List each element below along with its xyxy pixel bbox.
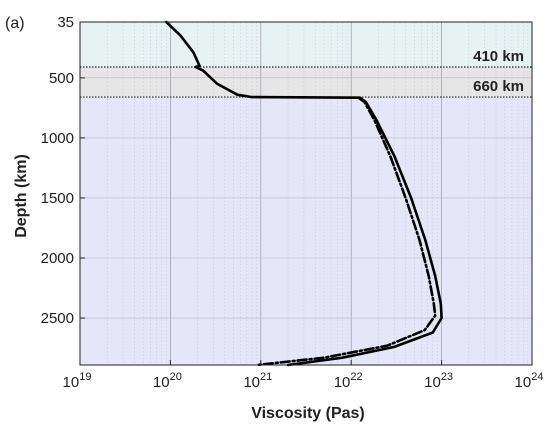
region-label: 410 km	[473, 48, 524, 65]
x-tick-exponent: 23	[441, 371, 453, 383]
x-tick-label: 1024	[515, 371, 544, 391]
x-tick-exponent: 21	[260, 371, 272, 383]
x-tick-label: 1020	[153, 371, 182, 391]
y-tick-label: 35	[57, 14, 74, 31]
region-band-2	[80, 97, 532, 365]
region-band-1	[80, 67, 532, 98]
x-tick-label: 1021	[243, 371, 272, 391]
axes	[79, 21, 533, 366]
y-tick-labels: 35 500 1000 1500 2000 2500	[41, 14, 85, 327]
y-tick-label: 2000	[41, 250, 74, 267]
x-tick-exponent: 20	[170, 371, 182, 383]
x-tick-label: 1022	[334, 371, 363, 391]
y-tick-label: 1000	[41, 130, 74, 147]
x-tick-label: 1019	[63, 371, 92, 391]
y-tick-label: 1500	[41, 190, 74, 207]
series-lines	[165, 20, 443, 367]
region-labels: 410 km 660 km	[473, 48, 524, 95]
x-axis-label: Viscosity (Pas)	[251, 405, 365, 422]
region-label: 660 km	[473, 78, 524, 95]
x-tick-exponent: 22	[350, 371, 362, 383]
x-tick-label: 1023	[424, 371, 453, 391]
y-tick-label: 500	[49, 70, 74, 87]
y-tick-label: 2500	[41, 310, 74, 327]
x-tick-exponent: 24	[531, 371, 543, 383]
panel-label: (a)	[5, 15, 25, 32]
x-tick-exponent: 19	[79, 371, 91, 383]
dashdot-series-line	[255, 96, 437, 367]
plot-frame	[79, 21, 533, 366]
depth-regions	[80, 22, 532, 365]
solid-series-line	[165, 20, 443, 367]
region-band-0	[80, 22, 532, 68]
y-axis-label: Depth (km)	[13, 154, 30, 238]
grid-lines	[80, 22, 532, 365]
